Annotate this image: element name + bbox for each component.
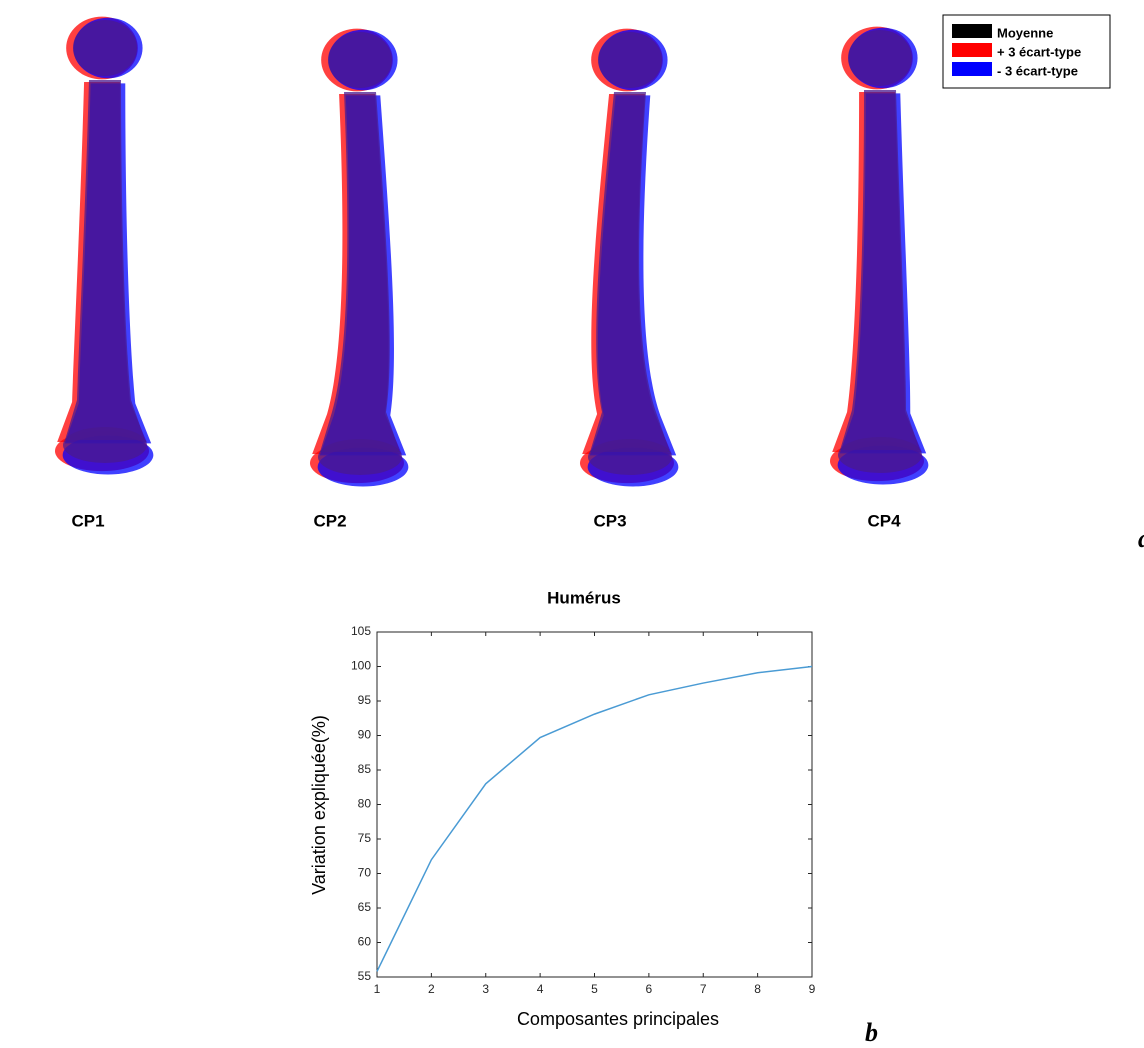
y-tick-label: 70	[358, 866, 372, 880]
y-tick-label: 100	[351, 659, 371, 673]
y-tick-label: 55	[358, 969, 372, 983]
bone	[309, 28, 409, 487]
bone-shape	[65, 80, 145, 440]
x-tick-label: 3	[482, 982, 489, 996]
bone-shape	[320, 92, 400, 452]
plot-frame	[376, 631, 813, 978]
panel-label: CP2	[313, 511, 346, 530]
x-tick-label: 2	[428, 982, 435, 996]
bone-head	[598, 32, 662, 88]
bone-head	[848, 30, 912, 86]
legend-swatch	[952, 24, 992, 38]
x-tick-label: 9	[809, 982, 816, 996]
legend-swatch	[952, 43, 992, 57]
y-tick-label: 80	[358, 797, 372, 811]
x-tick-label: 1	[374, 982, 381, 996]
chart-title: Humérus	[547, 588, 621, 607]
y-tick-label: 85	[358, 762, 372, 776]
legend-label: Moyenne	[997, 25, 1053, 40]
bone-head	[328, 32, 392, 88]
data-line	[376, 665, 813, 972]
panel-label: CP1	[71, 511, 104, 530]
x-tick-label: 8	[754, 982, 761, 996]
y-tick-label: 60	[358, 935, 372, 949]
y-tick-label: 65	[358, 900, 372, 914]
legend-label: + 3 écart-type	[997, 44, 1081, 59]
bone-renderings	[54, 16, 929, 487]
x-tick-label: 4	[537, 982, 544, 996]
y-tick-label: 75	[358, 831, 372, 845]
bone	[579, 28, 679, 487]
y-tick-label: 95	[358, 693, 372, 707]
bone-shape	[590, 92, 670, 452]
panel-letter: b	[865, 1018, 878, 1047]
y-axis-label: Variation expliquée(%)	[309, 715, 329, 895]
bone-condyle	[63, 427, 147, 463]
bone-condyle	[318, 439, 402, 475]
bone-shape	[840, 90, 920, 450]
legend-label: - 3 écart-type	[997, 63, 1078, 78]
bone-condyle	[588, 439, 672, 475]
bone	[829, 26, 929, 485]
bone	[54, 16, 154, 475]
panel-label: CP3	[593, 511, 626, 530]
panel-letter: a	[1138, 524, 1144, 553]
y-tick-label: 90	[358, 728, 372, 742]
x-tick-label: 5	[591, 982, 598, 996]
x-axis-label: Composantes principales	[517, 1009, 719, 1029]
panel-label: CP4	[867, 511, 901, 530]
legend-swatch	[952, 62, 992, 76]
x-tick-label: 7	[700, 982, 707, 996]
y-tick-label: 105	[351, 624, 371, 638]
x-tick-label: 6	[646, 982, 653, 996]
bone-condyle	[838, 437, 922, 473]
bone-head	[73, 20, 137, 76]
